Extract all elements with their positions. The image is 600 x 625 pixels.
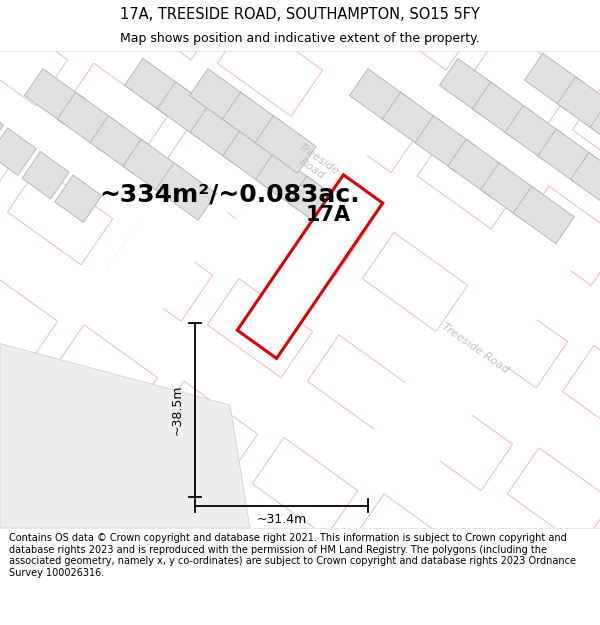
Text: Contains OS data © Crown copyright and database right 2021. This information is : Contains OS data © Crown copyright and d… [9,533,576,578]
Polygon shape [448,139,509,197]
Polygon shape [219,32,421,285]
Polygon shape [514,186,574,244]
Polygon shape [155,162,217,220]
Polygon shape [75,148,245,355]
Polygon shape [55,175,102,222]
Polygon shape [415,116,476,173]
Text: ~31.4m: ~31.4m [256,513,307,526]
Text: Treeside
Road: Treeside Road [290,142,340,186]
Polygon shape [57,92,118,149]
Polygon shape [0,104,4,152]
Text: Treeside Road: Treeside Road [440,322,510,376]
Polygon shape [255,116,316,173]
Polygon shape [370,199,590,477]
Polygon shape [481,162,542,220]
Polygon shape [524,53,586,111]
Polygon shape [538,129,599,186]
Polygon shape [0,128,36,176]
Polygon shape [25,69,85,126]
Text: ~38.5m: ~38.5m [170,385,184,436]
Polygon shape [190,69,250,126]
Polygon shape [125,58,185,116]
Polygon shape [571,152,600,210]
Polygon shape [22,151,69,199]
Polygon shape [0,344,250,528]
Polygon shape [557,77,600,134]
Polygon shape [350,69,410,126]
Text: 17A, TREESIDE ROAD, SOUTHAMPTON, SO15 5FY: 17A, TREESIDE ROAD, SOUTHAMPTON, SO15 5F… [120,7,480,22]
Polygon shape [472,82,533,139]
Polygon shape [157,82,218,139]
Text: Map shows position and indicative extent of the property.: Map shows position and indicative extent… [120,32,480,45]
Polygon shape [382,92,443,149]
Polygon shape [256,152,317,210]
Polygon shape [190,106,251,163]
Polygon shape [590,101,600,158]
Polygon shape [237,175,383,358]
Polygon shape [505,106,566,163]
Polygon shape [223,129,284,186]
Polygon shape [222,92,283,149]
Polygon shape [90,116,151,173]
Polygon shape [440,58,500,116]
Polygon shape [123,139,184,197]
Polygon shape [289,176,349,234]
Text: ~334m²/~0.083ac.: ~334m²/~0.083ac. [100,183,361,207]
Text: 17A: 17A [305,206,350,226]
